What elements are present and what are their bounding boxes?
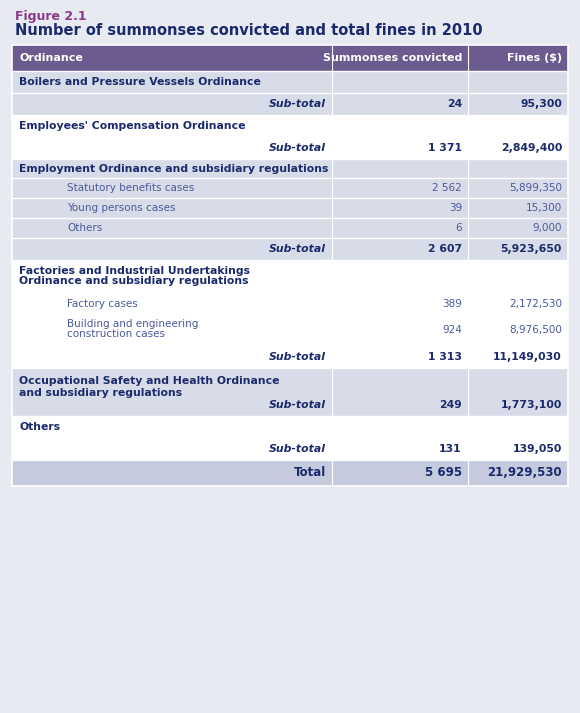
Text: Sub-total: Sub-total <box>269 244 326 254</box>
Text: 15,300: 15,300 <box>525 203 562 213</box>
Text: 6: 6 <box>455 223 462 233</box>
Text: Number of summonses convicted and total fines in 2010: Number of summonses convicted and total … <box>15 23 483 38</box>
Text: 24: 24 <box>447 99 462 109</box>
Text: 1,773,100: 1,773,100 <box>501 400 562 410</box>
Text: Building and engineering: Building and engineering <box>67 319 198 329</box>
Text: Sub-total: Sub-total <box>269 444 326 454</box>
Text: Employment Ordinance and subsidiary regulations: Employment Ordinance and subsidiary regu… <box>19 163 328 173</box>
Bar <box>12 71 568 93</box>
Text: 1 313: 1 313 <box>428 352 462 362</box>
Text: and subsidiary regulations: and subsidiary regulations <box>19 388 182 398</box>
Text: Fines ($): Fines ($) <box>507 53 562 63</box>
Text: 131: 131 <box>439 444 462 454</box>
Text: Others: Others <box>67 223 102 233</box>
Bar <box>12 238 568 260</box>
Bar <box>12 137 568 159</box>
Bar <box>12 438 568 460</box>
Bar <box>12 416 568 438</box>
Text: 249: 249 <box>439 400 462 410</box>
Bar <box>12 93 568 115</box>
Text: Sub-total: Sub-total <box>269 99 326 109</box>
Text: Boilers and Pressure Vessels Ordinance: Boilers and Pressure Vessels Ordinance <box>19 77 261 87</box>
Text: Employees' Compensation Ordinance: Employees' Compensation Ordinance <box>19 121 245 131</box>
Text: Sub-total: Sub-total <box>269 352 326 362</box>
Bar <box>12 314 568 346</box>
Text: 11,149,030: 11,149,030 <box>493 352 562 362</box>
Text: 8,976,500: 8,976,500 <box>509 325 562 335</box>
Text: 21,929,530: 21,929,530 <box>487 466 562 480</box>
Text: Total: Total <box>293 466 326 480</box>
Text: 9,000: 9,000 <box>532 223 562 233</box>
Bar <box>12 198 568 218</box>
Text: 39: 39 <box>449 203 462 213</box>
Text: 2 562: 2 562 <box>432 183 462 193</box>
Text: construction cases: construction cases <box>67 329 165 339</box>
Bar <box>12 368 568 416</box>
Bar <box>12 45 568 486</box>
Text: Sub-total: Sub-total <box>269 143 326 153</box>
Text: 2,849,400: 2,849,400 <box>501 143 562 153</box>
Bar <box>12 294 568 314</box>
Bar <box>12 178 568 198</box>
Text: 5 695: 5 695 <box>425 466 462 480</box>
Text: Factories and Industrial Undertakings: Factories and Industrial Undertakings <box>19 266 250 276</box>
Bar <box>12 159 568 178</box>
Text: 5,899,350: 5,899,350 <box>509 183 562 193</box>
Text: 95,300: 95,300 <box>520 99 562 109</box>
Text: 2 607: 2 607 <box>428 244 462 254</box>
Text: Factory cases: Factory cases <box>67 299 138 309</box>
Bar <box>12 460 568 486</box>
Text: Statutory benefits cases: Statutory benefits cases <box>67 183 194 193</box>
Text: 924: 924 <box>442 325 462 335</box>
Text: 389: 389 <box>442 299 462 309</box>
Text: Young persons cases: Young persons cases <box>67 203 176 213</box>
Text: Figure 2.1: Figure 2.1 <box>15 10 86 23</box>
Text: Ordinance and subsidiary regulations: Ordinance and subsidiary regulations <box>19 276 248 286</box>
Text: 2,172,530: 2,172,530 <box>509 299 562 309</box>
Text: Occupational Safety and Health Ordinance: Occupational Safety and Health Ordinance <box>19 376 280 386</box>
Text: 139,050: 139,050 <box>513 444 562 454</box>
Bar <box>12 115 568 137</box>
Text: Ordinance: Ordinance <box>19 53 83 63</box>
Bar <box>12 260 568 294</box>
Text: Sub-total: Sub-total <box>269 400 326 410</box>
Bar <box>12 45 568 71</box>
Text: Others: Others <box>19 422 60 432</box>
Text: 5,923,650: 5,923,650 <box>501 244 562 254</box>
Bar <box>12 218 568 238</box>
Text: Summonses convicted: Summonses convicted <box>322 53 462 63</box>
Text: 1 371: 1 371 <box>428 143 462 153</box>
Bar <box>12 346 568 368</box>
